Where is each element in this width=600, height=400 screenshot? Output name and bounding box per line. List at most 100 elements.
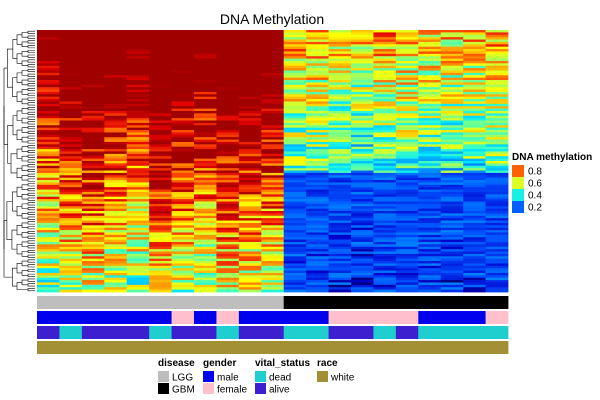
heatmap-cell	[194, 53, 217, 57]
heatmap-cell	[373, 141, 397, 145]
heatmap-cell	[171, 115, 195, 119]
heatmap-cell	[328, 56, 352, 59]
heatmap-cell	[485, 165, 509, 169]
annotation-cell-disease	[351, 296, 374, 309]
heatmap-cell	[194, 30, 217, 33]
dendrogram-branch	[27, 283, 35, 287]
heatmap-cell	[238, 258, 262, 262]
heatmap-cell	[194, 41, 217, 45]
heatmap-cell	[81, 215, 105, 219]
heatmap-cell	[373, 149, 397, 152]
heatmap-cell	[81, 161, 105, 164]
heatmap-cell	[104, 141, 128, 145]
heatmap-cell	[395, 144, 419, 148]
heatmap-cell	[351, 34, 374, 38]
heatmap-cell	[306, 225, 329, 229]
heatmap-cell	[37, 146, 60, 150]
heatmap-cell	[171, 241, 195, 245]
heatmap-cell	[306, 137, 329, 140]
heatmap-cell	[463, 75, 486, 79]
heatmap-cell	[306, 289, 329, 293]
heatmap-cell	[418, 251, 442, 255]
heatmap-cell	[104, 87, 128, 90]
heatmap-cell	[485, 284, 509, 288]
heatmap-cell	[306, 282, 329, 286]
heatmap-cell	[261, 72, 285, 76]
heatmap-cell	[485, 244, 509, 248]
heatmap-cell	[328, 218, 352, 221]
dendrogram-branch	[27, 111, 35, 115]
heatmap-cell	[238, 72, 262, 76]
heatmap-cell	[485, 211, 509, 214]
heatmap-cell	[194, 65, 217, 69]
heatmap-cell	[194, 232, 217, 236]
heatmap-cell	[418, 272, 442, 276]
heatmap-cell	[194, 225, 217, 229]
heatmap-cell	[485, 234, 509, 238]
heatmap-cell	[283, 265, 307, 269]
heatmap-cell	[306, 191, 329, 195]
heatmap-cell	[37, 91, 60, 95]
heatmap-cell	[171, 34, 195, 38]
heatmap-cell	[81, 89, 105, 93]
heatmap-cell	[395, 75, 419, 79]
heatmap-cell	[126, 168, 150, 171]
heatmap-cell	[238, 110, 262, 114]
heatmap-cell	[149, 268, 172, 271]
heatmap-cell	[283, 275, 307, 279]
heatmap-cell	[418, 77, 442, 81]
heatmap-cell	[59, 58, 83, 62]
heatmap-cell	[261, 265, 285, 269]
heatmap-cell	[194, 234, 217, 238]
heatmap-cell	[463, 194, 486, 198]
heatmap-cell	[37, 99, 60, 102]
heatmap-cell	[485, 127, 509, 131]
heatmap-cell	[418, 239, 442, 243]
heatmap-cell	[418, 211, 442, 214]
heatmap-cell	[171, 284, 195, 288]
heatmap-cell	[440, 256, 464, 260]
heatmap-cell	[126, 65, 150, 69]
heatmap-cell	[351, 51, 374, 55]
heatmap-cell	[373, 234, 397, 238]
annotation-cell-vital-status	[149, 326, 172, 339]
heatmap-cell	[126, 115, 150, 119]
heatmap-cell	[463, 258, 486, 262]
heatmap-cell	[306, 96, 329, 100]
heatmap-cell	[149, 60, 172, 64]
annotation-cell-disease	[373, 296, 397, 309]
heatmap-cell	[463, 46, 486, 50]
heatmap-cell	[194, 277, 217, 281]
heatmap-cell	[81, 191, 105, 195]
heatmap-cell	[126, 44, 150, 48]
heatmap-cell	[81, 94, 105, 98]
heatmap-cell	[440, 89, 464, 93]
heatmap-cell	[171, 211, 195, 214]
annotation-cell-race	[283, 341, 307, 354]
heatmap-cell	[283, 165, 307, 169]
heatmap-cell	[373, 187, 397, 190]
color-scale-label: 0.2	[528, 203, 542, 214]
heatmap-cell	[126, 187, 150, 190]
heatmap-cell	[440, 84, 464, 88]
heatmap-cell	[373, 220, 397, 224]
heatmap-cell	[351, 232, 374, 236]
heatmap-cell	[485, 194, 509, 198]
heatmap-cell	[37, 206, 60, 210]
heatmap-cell	[395, 134, 419, 138]
heatmap-cell	[418, 32, 442, 36]
dendrogram-branch	[21, 174, 28, 181]
heatmap-cell	[104, 51, 128, 55]
heatmap-cell	[418, 49, 442, 52]
heatmap-cell	[171, 110, 195, 114]
heatmap-cell	[37, 56, 60, 59]
heatmap-cell	[126, 96, 150, 100]
heatmap-cell	[418, 110, 442, 114]
annotation-cell-race	[373, 341, 397, 354]
heatmap-cell	[216, 134, 240, 138]
heatmap-cell	[351, 222, 374, 226]
heatmap-cell	[238, 220, 262, 224]
heatmap-cell	[373, 249, 397, 252]
heatmap-cell	[194, 180, 217, 183]
heatmap-cell	[238, 30, 262, 33]
